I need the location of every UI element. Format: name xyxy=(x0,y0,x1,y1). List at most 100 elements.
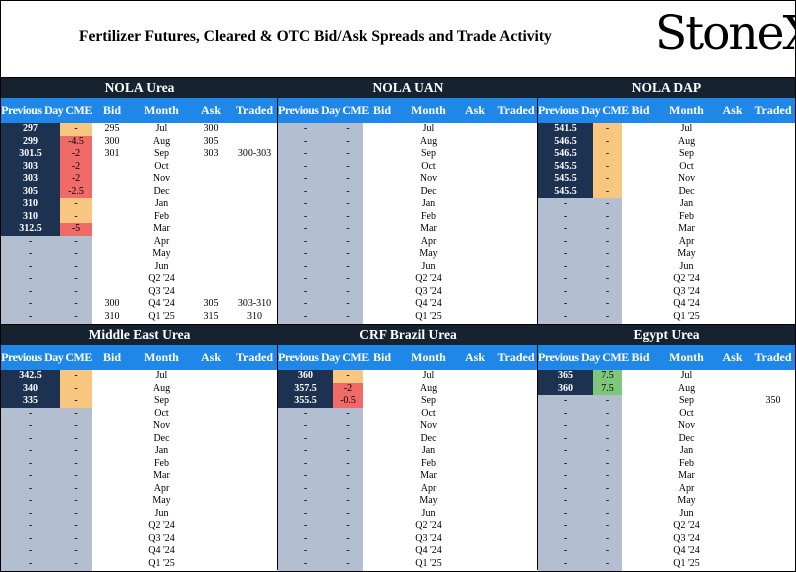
traded-cell xyxy=(494,558,538,571)
chg-cell: - xyxy=(74,520,78,531)
month-cell: Apr xyxy=(153,482,170,494)
header-cme: CME xyxy=(65,350,92,364)
traded-cell xyxy=(494,236,538,249)
table-row: - - Oct xyxy=(278,408,538,421)
column-header-row: Previous Day CME Bid Month Ask Traded xyxy=(538,98,795,123)
chg-cell: - xyxy=(346,482,350,494)
chg-cell: 7.5 xyxy=(593,382,622,395)
month-cell: Q4 '24 xyxy=(148,298,175,309)
prev-cell: - xyxy=(303,557,308,569)
ask-cell: 315 xyxy=(203,310,219,322)
month-cell: Nov xyxy=(419,420,438,431)
traded-cell xyxy=(751,495,795,508)
month-cell: Aug xyxy=(677,382,696,394)
prev-cell: - xyxy=(563,198,568,209)
ask-cell xyxy=(456,458,494,471)
column-header-row: Previous Day CME Bid Month Ask Traded xyxy=(278,98,538,123)
month-cell: Feb xyxy=(154,210,169,222)
bid-cell xyxy=(622,520,659,533)
table-row: - - Jan xyxy=(278,445,538,458)
prev-cell: - xyxy=(28,235,33,247)
chg-cell: - xyxy=(74,407,78,419)
ask-cell xyxy=(191,186,231,199)
header-ask: Ask xyxy=(464,103,485,117)
month-cell: Sep xyxy=(154,395,169,406)
traded-cell xyxy=(494,383,538,396)
bid-cell xyxy=(622,470,659,483)
chg-cell: 7.5 xyxy=(593,370,622,383)
ask-cell xyxy=(456,495,494,508)
table-row: - - Q4 '24 xyxy=(278,545,538,558)
header-month: Month xyxy=(669,350,704,364)
month-cell: Mar xyxy=(420,223,437,234)
bid-cell xyxy=(622,236,659,249)
ask-cell: 303 xyxy=(203,148,219,159)
month-cell: Mar xyxy=(420,470,437,481)
table-row: - - Jun xyxy=(278,508,538,521)
prev-cell: 357.5 xyxy=(278,382,333,395)
table-row: 357.5 -2 Aug xyxy=(278,382,538,396)
logo-text: StoneX xyxy=(655,6,796,61)
bid-cell xyxy=(363,495,401,508)
chg-cell: - xyxy=(74,495,78,506)
bid-cell xyxy=(363,370,401,383)
month-cell: Q1 '25 xyxy=(673,557,700,569)
traded-cell xyxy=(751,311,795,324)
bid-cell xyxy=(363,198,401,211)
bid-cell xyxy=(92,545,132,558)
prev-cell: - xyxy=(563,420,568,431)
prev-cell: - xyxy=(303,210,308,222)
header-month: Month xyxy=(669,103,704,117)
table-row: - - Nov xyxy=(538,420,795,433)
panel-nola-uan: NOLA UAN Previous Day CME Bid Month Ask Trade… xyxy=(278,77,538,324)
bid-cell xyxy=(363,161,401,174)
traded-cell xyxy=(751,558,795,571)
traded-cell xyxy=(494,483,538,496)
chg-cell: - xyxy=(74,310,78,322)
chg-cell: - xyxy=(605,273,610,284)
header-previous-day-cme: Previous Day CME xyxy=(278,98,369,123)
prev-cell: 545.5 xyxy=(538,160,593,173)
bid-cell xyxy=(363,236,401,249)
bid-cell xyxy=(622,186,659,199)
ask-cell xyxy=(714,236,751,249)
traded-cell xyxy=(494,161,538,174)
table-row: - - Q4 '24 xyxy=(278,298,538,311)
table-row: - - Apr xyxy=(1,483,278,496)
table-row: - - Mar xyxy=(538,223,795,236)
month-cell: Apr xyxy=(420,482,437,494)
month-cell: Jun xyxy=(154,260,169,272)
prev-cell: 546.5 xyxy=(538,148,593,161)
ask-cell xyxy=(456,286,494,299)
table-row: 545.5- Oct xyxy=(538,160,795,174)
ask-cell xyxy=(714,483,751,496)
traded-cell xyxy=(751,123,795,136)
table-row: - - Q2 '24 xyxy=(278,273,538,286)
table-row: 546.5- Aug xyxy=(538,135,795,148)
chg-cell: - xyxy=(60,210,92,223)
divider-line xyxy=(277,98,278,324)
chg-cell: - xyxy=(74,273,78,284)
table-row: - - Feb xyxy=(278,458,538,471)
ask-cell xyxy=(456,198,494,211)
prev-cell: - xyxy=(303,285,308,297)
table-row: 335- Sep xyxy=(1,395,278,408)
panel-body: 297-295 Jul 300 299 -4.5 300 Aug 305 301.5 -2 301 S… xyxy=(1,123,278,324)
table-row: - - Feb xyxy=(538,458,795,471)
table-row: - - May xyxy=(278,248,538,261)
bid-cell xyxy=(363,545,401,558)
bid-cell xyxy=(363,458,401,471)
prev-cell: 312.5 xyxy=(1,223,60,236)
month-cell: Jun xyxy=(154,507,169,519)
chg-cell: - xyxy=(605,532,610,544)
chg-cell: - xyxy=(346,248,350,259)
ask-cell xyxy=(191,545,231,558)
bid-cell xyxy=(622,273,659,286)
report-header: Fertilizer Futures, Cleared & OTC Bid/As… xyxy=(1,1,796,77)
prev-cell: - xyxy=(303,248,308,259)
prev-cell: 340 xyxy=(1,382,60,395)
bid-cell xyxy=(622,211,659,224)
bid-cell xyxy=(363,273,401,286)
table-row: 303 -2 Oct xyxy=(1,160,278,173)
ask-cell xyxy=(714,161,751,174)
